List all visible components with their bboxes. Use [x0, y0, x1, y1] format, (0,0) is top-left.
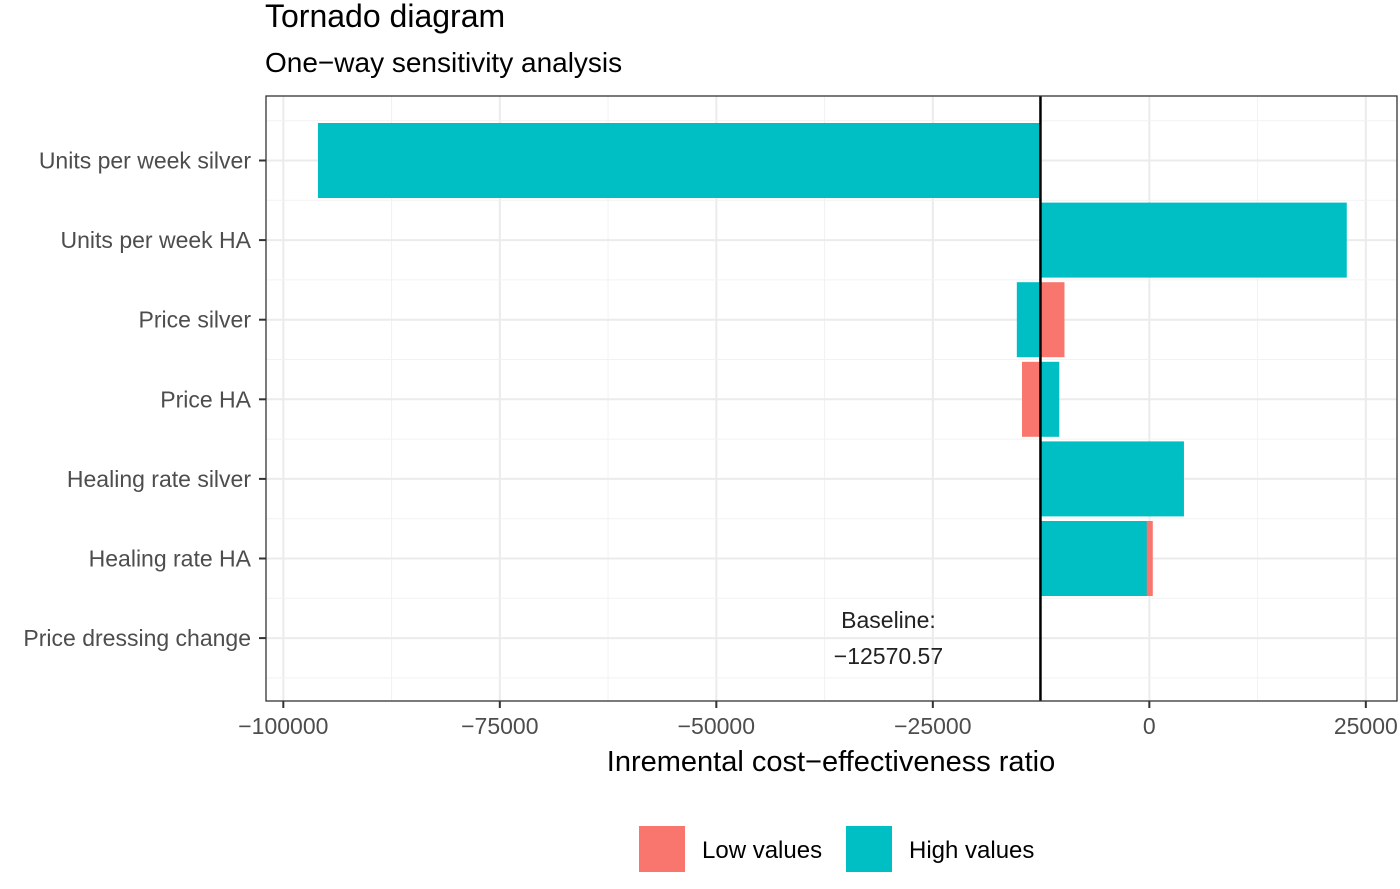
y-axis-label: Units per week HA — [61, 227, 252, 253]
x-axis-tick-label: 0 — [1143, 713, 1156, 739]
legend-label-high: High values — [909, 837, 1034, 864]
bar-high-value — [317, 123, 1041, 198]
x-axis-tick-label: 25000 — [1334, 713, 1398, 739]
baseline-label: Baseline: — [841, 607, 936, 633]
y-axis-label: Healing rate HA — [89, 546, 252, 572]
bar-low-value — [1022, 361, 1041, 437]
x-axis-tick-label: −100000 — [238, 713, 328, 739]
bars — [317, 123, 1347, 596]
bar-high-value — [1016, 282, 1041, 358]
x-axis-tick-label: −75000 — [461, 713, 538, 739]
x-axis-tick-label: −50000 — [678, 713, 755, 739]
bar-high-value — [1040, 361, 1060, 437]
y-axis-label: Price HA — [160, 386, 251, 412]
baseline-group: Baseline: −12570.57 — [834, 96, 1042, 701]
y-axis-label: Units per week silver — [39, 148, 252, 174]
bar-high-value — [1040, 441, 1184, 517]
chart-subtitle: One−way sensitivity analysis — [265, 47, 622, 78]
y-axis-label: Healing rate silver — [67, 466, 251, 492]
bar-high-value — [1040, 202, 1347, 278]
y-axis-label: Price silver — [139, 307, 252, 333]
x-axis: −100000 −75000 −50000 −25000 0 25000 — [238, 701, 1398, 739]
legend-swatch-high — [846, 826, 892, 872]
x-axis-title: Inremental cost−effectiveness ratio — [607, 746, 1055, 778]
y-axis-label: Price dressing change — [23, 625, 251, 651]
y-axis: Units per week silver Units per week HA Pr… — [23, 148, 266, 651]
x-axis-tick-label: −25000 — [894, 713, 971, 739]
legend-label-low: Low values — [702, 837, 822, 864]
chart-title: Tornado diagram — [265, 0, 505, 34]
bar-low-value — [1040, 282, 1065, 358]
baseline-value-label: −12570.57 — [834, 643, 943, 669]
legend: Low values High values — [639, 826, 1034, 872]
bar-high-value — [1040, 521, 1147, 596]
legend-swatch-low — [639, 826, 685, 872]
